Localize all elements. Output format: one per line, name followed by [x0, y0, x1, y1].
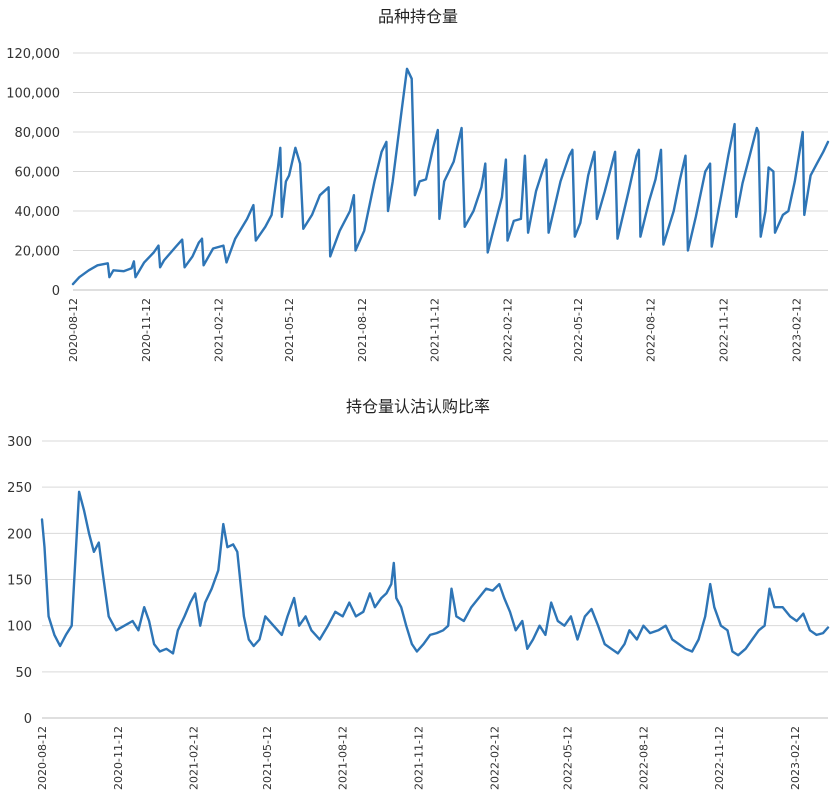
- x-tick-label: 2020-08-12: [36, 726, 49, 790]
- put-call-ratio-chart: 持仓量认沽认购比率 0 50 100 150 200 250 300 2020-08-12 2…: [7, 397, 830, 790]
- y-tick-label: 300: [7, 435, 32, 450]
- x-tick-label: 2022-05-12: [572, 298, 585, 362]
- x-tick-label: 2022-08-12: [645, 298, 658, 362]
- x-tick-label: 2022-11-12: [718, 298, 731, 362]
- x-tick-label: 2022-02-12: [501, 298, 514, 362]
- open-interest-chart: 品种持仓量 0 20,000 40,000 60,000 80,000 100,000 12…: [6, 7, 830, 362]
- y-tick-label: 0: [52, 284, 60, 299]
- chart-title: 品种持仓量: [378, 7, 458, 26]
- y-tick-label: 50: [15, 666, 32, 681]
- x-tick-label: 2020-11-12: [140, 298, 153, 362]
- chart-title: 持仓量认沽认购比率: [346, 397, 490, 416]
- x-tick-label: 2022-05-12: [562, 726, 575, 790]
- y-tick-label: 60,000: [15, 166, 61, 181]
- y-tick-label: 40,000: [15, 205, 61, 220]
- x-tick-label: 2021-02-12: [188, 726, 201, 790]
- x-tick-label: 2020-11-12: [112, 726, 125, 790]
- x-tick-label: 2021-08-12: [356, 298, 369, 362]
- y-tick-label: 120,000: [6, 47, 60, 62]
- x-tick-label: 2020-08-12: [67, 298, 80, 362]
- x-tick-label: 2021-11-12: [413, 726, 426, 790]
- x-tick-label: 2021-11-12: [429, 298, 442, 362]
- y-tick-label: 250: [7, 481, 32, 496]
- x-tick-label: 2021-02-12: [213, 298, 226, 362]
- y-tick-label: 20,000: [15, 245, 61, 260]
- x-tick-label: 2021-08-12: [337, 726, 350, 790]
- y-tick-label: 100,000: [6, 87, 60, 102]
- y-tick-label: 150: [7, 574, 32, 589]
- series-line: [40, 490, 830, 657]
- x-tick-label: 2022-02-12: [488, 726, 501, 790]
- x-tick-label: 2021-05-12: [283, 298, 296, 362]
- y-tick-label: 200: [7, 527, 32, 542]
- x-tick-label: 2023-02-12: [789, 726, 802, 790]
- x-tick-label: 2021-05-12: [261, 726, 274, 790]
- y-tick-label: 100: [7, 620, 32, 635]
- x-tick-label: 2022-11-12: [713, 726, 726, 790]
- x-tick-label: 2022-08-12: [637, 726, 650, 790]
- x-tick-label: 2023-02-12: [790, 298, 803, 362]
- series-line: [71, 67, 830, 286]
- y-tick-label: 0: [24, 712, 32, 727]
- y-tick-label: 80,000: [15, 126, 61, 141]
